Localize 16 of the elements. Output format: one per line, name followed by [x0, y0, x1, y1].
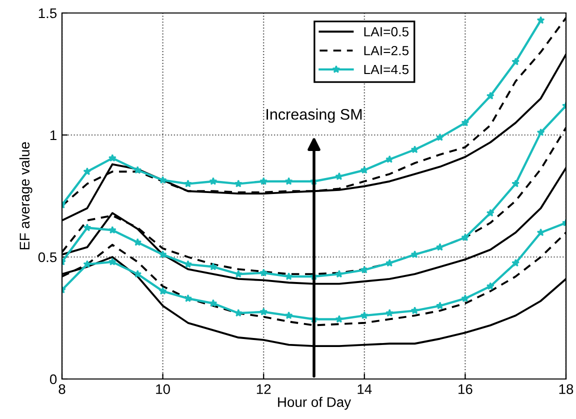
x-tick-label: 16: [458, 384, 472, 394]
legend-label: LAI=4.5: [364, 64, 409, 74]
legend-label: LAI=2.5: [364, 46, 409, 56]
y-tick-label: 1: [50, 130, 56, 140]
y-tick-label: 0: [50, 374, 57, 384]
x-tick-label: 14: [358, 384, 372, 394]
x-tick-label: 8: [58, 384, 66, 394]
y-axis-title: EF average value: [19, 142, 32, 250]
y-tick-label: 0.5: [38, 252, 57, 262]
x-tick-label: 12: [256, 384, 271, 394]
y-tick-label: 1.5: [38, 8, 57, 18]
legend-label: LAI=0.5: [364, 27, 409, 36]
x-axis-title: Hour of Day: [278, 396, 352, 410]
x-tick-label: 10: [156, 384, 170, 394]
annotation: Increasing SM: [266, 108, 362, 123]
x-tick-label: 18: [559, 384, 574, 394]
